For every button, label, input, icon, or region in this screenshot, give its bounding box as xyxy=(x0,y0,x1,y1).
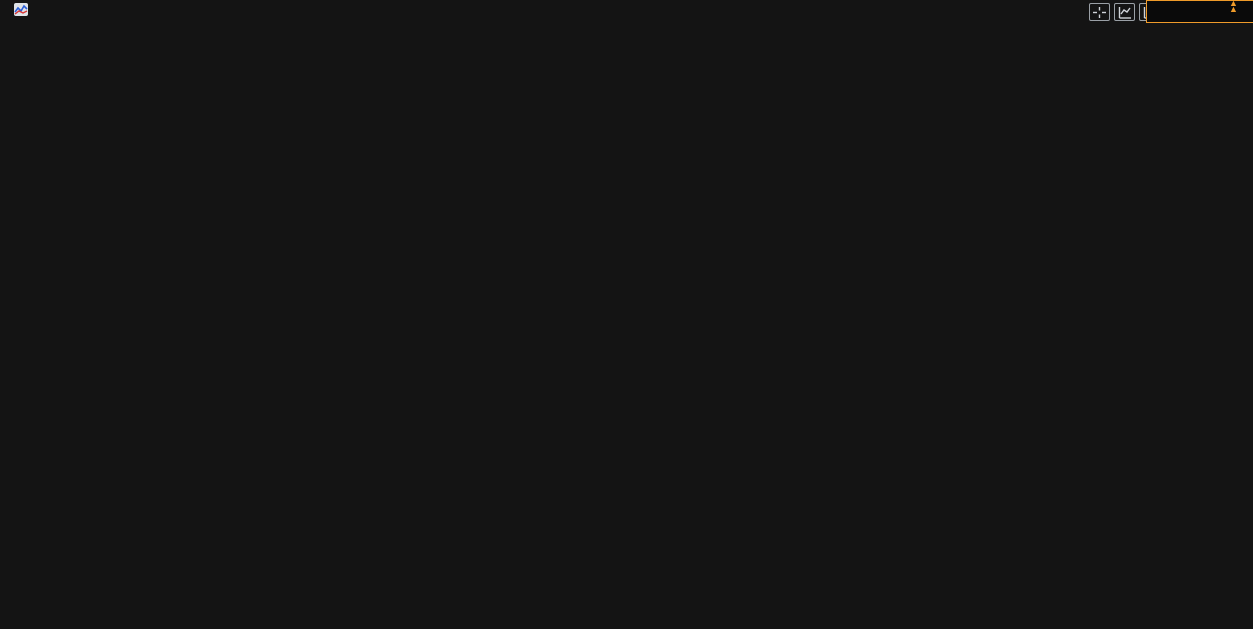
crosshair-icon[interactable] xyxy=(1089,3,1110,21)
left-scale-icon[interactable] xyxy=(1114,3,1135,21)
chart-header xyxy=(2,2,47,16)
price-up-arrows-icon: ▲ ▲ xyxy=(1229,0,1238,14)
chart-type-icon[interactable] xyxy=(14,3,28,16)
current-price-tag xyxy=(1146,0,1253,23)
price-axis[interactable] xyxy=(1167,0,1253,629)
